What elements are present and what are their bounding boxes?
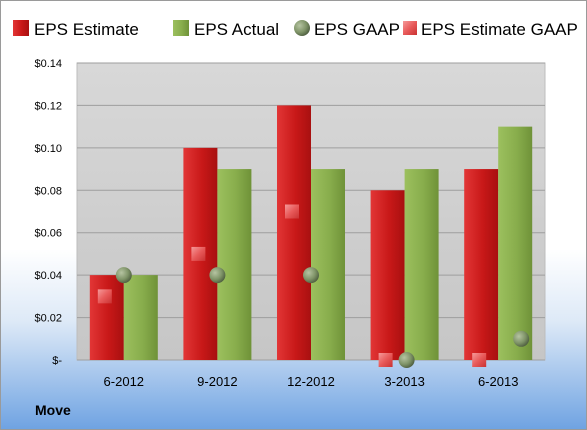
bars [89,105,533,361]
marker-eps-estimate-gaap-3-2013 [378,353,393,367]
x-tick-label: 12-2012 [287,374,335,389]
x-tick-label: 9-2012 [197,374,237,389]
y-tick-label: $0.06 [34,228,62,240]
bar-eps-actual-6-2013 [498,126,533,361]
y-tick-label: $- [52,355,62,367]
marker-eps-gaap-3-2013 [398,352,415,368]
bar-eps-estimate-12-2012 [277,105,311,360]
marker-eps-estimate-gaap-6-2012 [97,289,112,304]
legend-label-eps-actual: EPS Actual [194,20,279,39]
legend-label-eps-gaap: EPS GAAP [314,20,400,39]
bar-eps-estimate-6-2012 [89,275,124,360]
legend-item-eps-estimate-gaap: EPS Estimate GAAP [403,20,578,39]
y-axis-tick-labels: $- $0.02 $0.04 $0.06 $0.08 $0.10 $0.12 $0.14 [34,58,62,367]
y-tick-label: $0.08 [34,185,62,197]
bar-eps-estimate-3-2013 [370,190,405,360]
marker-eps-gaap-6-2013 [513,330,530,347]
markers [97,204,530,368]
legend-swatch-eps-gaap [294,20,310,36]
legend-swatch-eps-estimate-gaap [403,21,417,35]
marker-eps-estimate-gaap-6-2013 [472,353,487,367]
bar-eps-actual-9-2012 [217,169,252,360]
y-tick-label: $0.12 [34,100,62,112]
marker-eps-gaap-12-2012 [303,267,319,284]
bar-eps-actual-3-2013 [404,169,439,360]
legend: EPS Estimate EPS Actual EPS GAAP EPS Est… [13,20,578,39]
company-name: Move [35,402,71,418]
legend-label-eps-estimate-gaap: EPS Estimate GAAP [421,20,578,39]
legend-item-eps-estimate: EPS Estimate [13,20,139,39]
bar-eps-actual-12-2012 [311,169,345,360]
y-tick-label: $0.10 [34,143,62,155]
marker-eps-estimate-gaap-9-2012 [191,246,206,261]
bar-eps-actual-6-2012 [123,275,158,360]
legend-item-eps-actual: EPS Actual [173,20,279,39]
bar-eps-estimate-6-2013 [464,169,499,360]
marker-eps-gaap-9-2012 [209,267,226,284]
legend-swatch-eps-actual [173,20,189,36]
y-tick-label: $0.14 [34,58,62,70]
legend-label-eps-estimate: EPS Estimate [34,20,139,39]
x-tick-label: 6-2012 [104,374,144,389]
marker-eps-gaap-6-2012 [115,267,132,284]
legend-item-eps-gaap: EPS GAAP [294,20,400,39]
legend-swatch-eps-estimate [13,20,29,36]
y-tick-label: $0.04 [34,270,62,282]
x-tick-label: 6-2013 [478,374,518,389]
x-tick-label: 3-2013 [384,374,424,389]
x-axis-tick-labels: 6-2012 9-2012 12-2012 3-2013 6-2013 [104,374,519,389]
marker-eps-estimate-gaap-12-2012 [285,204,299,219]
y-tick-label: $0.02 [34,313,62,325]
